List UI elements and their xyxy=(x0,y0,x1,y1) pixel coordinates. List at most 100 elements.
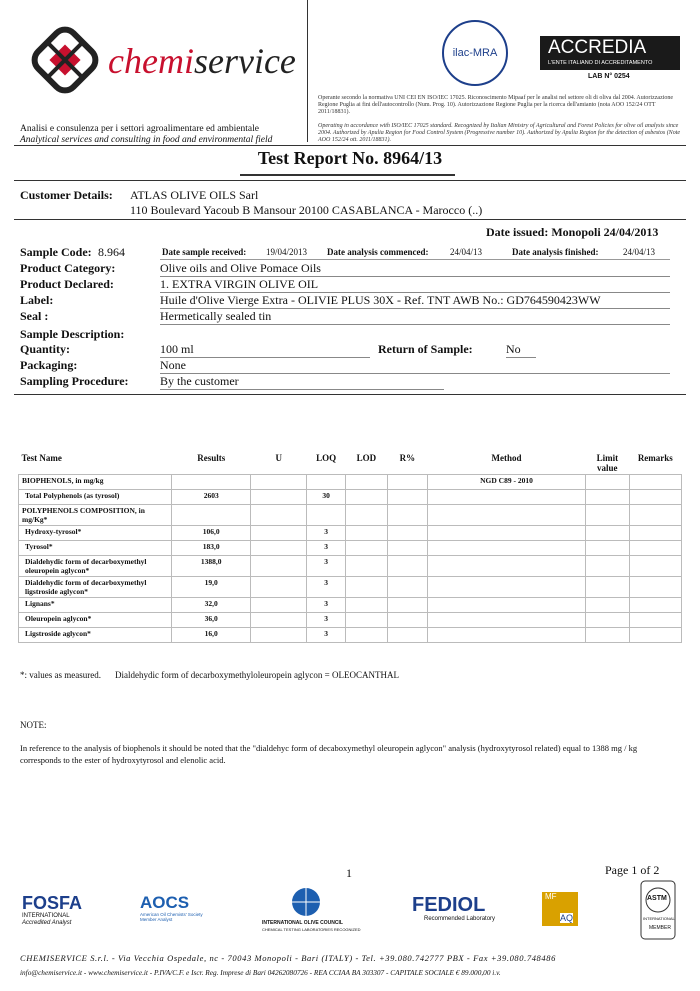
field-value: Hermetically sealed tin xyxy=(160,309,670,325)
rule xyxy=(14,394,686,395)
table-cell xyxy=(345,612,388,628)
table-cell xyxy=(171,474,252,490)
table-cell: Ligstroside aglycon* xyxy=(17,627,173,643)
field-value: 24/04/13 xyxy=(450,247,483,257)
field-label: Label: xyxy=(20,293,54,307)
table-cell xyxy=(585,504,630,526)
footnote: Dialdehydic form of decarboxymethyloleur… xyxy=(115,670,399,680)
table-cell xyxy=(426,597,587,613)
table-cell xyxy=(345,597,388,613)
table-cell xyxy=(386,474,428,490)
table-cell: 3 xyxy=(306,555,347,577)
results-table: Test Name Results U LOQ LOD R% Method Limit val… xyxy=(17,452,683,643)
table-row: Total Polyphenols (as tyrosol) 2603 30 xyxy=(17,489,683,505)
header-divider xyxy=(307,0,308,142)
table-cell xyxy=(585,555,630,577)
field-label: Date analysis commenced: xyxy=(327,247,429,257)
table-cell: 36,0 xyxy=(171,612,252,628)
brand-suffix: service xyxy=(193,41,296,81)
table-cell xyxy=(426,504,587,526)
table-cell: POLYPHENOLS COMPOSITION, in mg/Kg* xyxy=(17,504,173,526)
rule xyxy=(14,219,686,220)
table-cell xyxy=(250,555,308,577)
table-cell xyxy=(426,489,587,505)
fediol-logo: FEDIOL xyxy=(412,894,486,916)
fosfa-logo: FOSFA xyxy=(22,893,83,913)
table-cell: NGD C89 - 2010 xyxy=(426,474,587,490)
table-cell xyxy=(250,504,308,526)
table-cell xyxy=(386,504,428,526)
table-cell: Dialdehydic form of decarboxymethyl ligs… xyxy=(17,576,173,598)
astm-sub: MEMBER xyxy=(649,925,671,931)
table-cell xyxy=(426,555,587,577)
rule xyxy=(14,145,686,146)
column-header: R% xyxy=(399,453,416,463)
table-cell xyxy=(628,525,683,541)
table-cell xyxy=(171,504,252,526)
table-row: BIOPHENOLS, in mg/kg NGD C89 - 2010 xyxy=(17,474,683,490)
table-cell xyxy=(386,576,428,598)
title-underline xyxy=(240,174,455,176)
astm-badge xyxy=(640,880,676,940)
table-cell xyxy=(628,597,683,613)
table-cell xyxy=(250,612,308,628)
column-header: Results xyxy=(197,453,226,463)
column-header: Test Name xyxy=(21,453,62,463)
accreditation-it: Operante secondo la normativa UNI CEI EN… xyxy=(318,95,674,115)
table-cell xyxy=(250,540,308,556)
table-cell xyxy=(345,474,388,490)
field-value: No xyxy=(506,342,536,358)
note-text: In reference to the analysis of biopheno… xyxy=(20,743,638,765)
field-label: Seal : xyxy=(20,309,49,323)
accredia-sub: L'ENTE ITALIANO DI ACCREDITAMENTO xyxy=(548,60,653,66)
field-label: Product Category: xyxy=(20,261,116,275)
accredia-text: ACCREDIA xyxy=(548,37,647,58)
field-value: 19/04/2013 xyxy=(266,247,308,257)
ioc-globe xyxy=(292,888,320,916)
table-cell: Tyrosol* xyxy=(17,540,173,556)
table-cell: Hydroxy-tyrosol* xyxy=(17,525,173,541)
mf-logo: MF xyxy=(545,892,557,901)
table-cell xyxy=(345,525,388,541)
table-cell: Oleuropein aglycon* xyxy=(17,612,173,628)
table-cell: 3 xyxy=(306,525,347,541)
table-cell xyxy=(306,474,347,490)
table-cell: Total Polyphenols (as tyrosol) xyxy=(17,489,173,505)
table-cell xyxy=(585,540,630,556)
table-cell xyxy=(426,627,587,643)
table-cell xyxy=(628,489,683,505)
accreditation-en: Operating in accordance with ISO/IEC 170… xyxy=(318,123,681,143)
table-cell: 3 xyxy=(306,576,347,598)
field-value: By the customer xyxy=(160,374,444,390)
table-row: Hydroxy-tyrosol* 106,0 3 xyxy=(17,525,683,541)
fosfa-sub: INTERNATIONAL xyxy=(22,913,70,919)
table-cell xyxy=(426,525,587,541)
table-cell: Lignans* xyxy=(17,597,173,613)
table-cell xyxy=(386,612,428,628)
page-number: 1 xyxy=(346,866,352,880)
field-label: Product Declared: xyxy=(20,277,114,291)
table-cell xyxy=(345,504,388,526)
column-header: Remarks xyxy=(637,453,673,463)
table-cell xyxy=(426,576,587,598)
field-value: 8.964 xyxy=(98,245,125,259)
accredia-badge xyxy=(540,36,680,70)
field-label: Sample Code: xyxy=(20,245,92,259)
customer-address: 110 Boulevard Yacoub B Mansour 20100 CAS… xyxy=(130,203,483,217)
table-cell xyxy=(628,627,683,643)
table-cell xyxy=(345,627,388,643)
field-label: Date analysis finished: xyxy=(512,247,599,257)
report-title: Test Report No. 8964/13 xyxy=(257,148,443,168)
table-cell xyxy=(386,555,428,577)
table-row: Dialdehydic form of decarboxymethyl ligs… xyxy=(17,576,683,598)
astm-logo: ASTM xyxy=(647,895,667,902)
table-cell xyxy=(250,576,308,598)
table-cell xyxy=(306,504,347,526)
field-label: Quantity: xyxy=(20,342,71,356)
page-of: Page 1 of 2 xyxy=(605,863,660,877)
field-value: 24/04/13 xyxy=(623,247,656,257)
table-cell xyxy=(585,576,630,598)
table-cell: 19,0 xyxy=(171,576,252,598)
table-cell xyxy=(628,612,683,628)
note-title: NOTE: xyxy=(20,720,47,730)
